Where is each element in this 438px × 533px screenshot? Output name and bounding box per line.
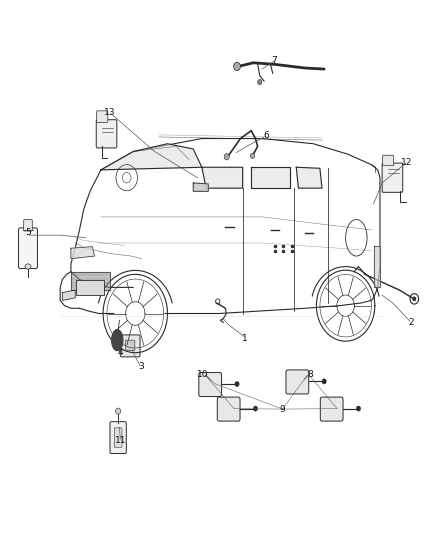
Text: 1: 1 <box>242 334 247 343</box>
Polygon shape <box>202 167 243 188</box>
Circle shape <box>235 382 239 386</box>
Text: 8: 8 <box>307 370 313 379</box>
Polygon shape <box>296 167 322 188</box>
Text: 5: 5 <box>25 228 31 237</box>
Text: 10: 10 <box>198 370 209 379</box>
FancyBboxPatch shape <box>199 373 222 397</box>
FancyBboxPatch shape <box>18 228 37 269</box>
Bar <box>77 280 104 295</box>
FancyBboxPatch shape <box>96 120 117 148</box>
Circle shape <box>233 62 240 71</box>
Circle shape <box>251 153 254 158</box>
Polygon shape <box>374 246 380 287</box>
Text: 7: 7 <box>271 55 277 64</box>
FancyBboxPatch shape <box>97 111 108 123</box>
Polygon shape <box>71 272 110 290</box>
FancyBboxPatch shape <box>110 422 126 454</box>
Circle shape <box>357 406 360 411</box>
Circle shape <box>322 379 326 384</box>
FancyBboxPatch shape <box>24 220 32 231</box>
FancyBboxPatch shape <box>125 340 135 351</box>
Polygon shape <box>62 290 75 301</box>
Text: 6: 6 <box>263 132 269 140</box>
Text: 2: 2 <box>409 318 414 327</box>
Polygon shape <box>193 183 208 191</box>
Circle shape <box>253 406 258 411</box>
Text: 3: 3 <box>138 362 144 372</box>
Polygon shape <box>112 330 123 351</box>
Text: 9: 9 <box>279 405 286 414</box>
Circle shape <box>224 154 230 160</box>
FancyBboxPatch shape <box>120 335 140 357</box>
Text: 12: 12 <box>401 158 413 166</box>
Text: 4: 4 <box>117 348 123 357</box>
Polygon shape <box>251 167 290 188</box>
Circle shape <box>258 79 262 85</box>
Text: 11: 11 <box>115 436 127 445</box>
Polygon shape <box>71 247 95 259</box>
FancyBboxPatch shape <box>382 155 394 166</box>
FancyBboxPatch shape <box>114 428 122 447</box>
Text: 13: 13 <box>104 108 115 117</box>
FancyBboxPatch shape <box>320 397 343 421</box>
FancyBboxPatch shape <box>286 370 309 394</box>
Circle shape <box>413 297 416 301</box>
Circle shape <box>116 408 121 414</box>
FancyBboxPatch shape <box>382 163 403 192</box>
FancyBboxPatch shape <box>217 397 240 421</box>
Ellipse shape <box>25 264 31 269</box>
Polygon shape <box>101 144 202 170</box>
